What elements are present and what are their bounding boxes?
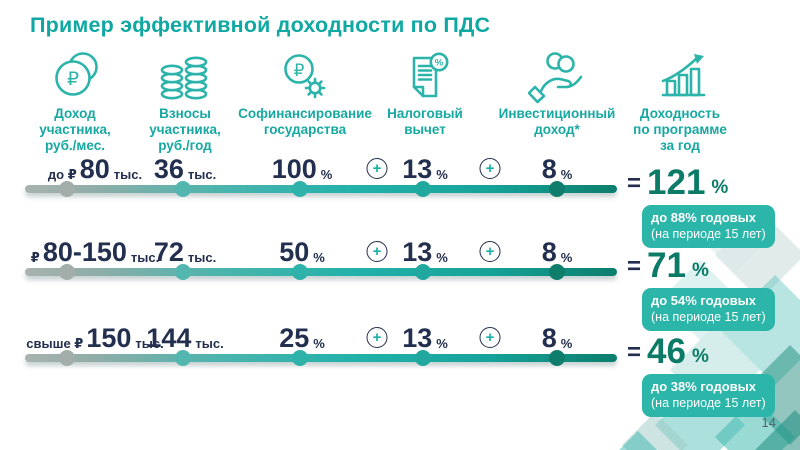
progress-dot <box>175 181 191 197</box>
cofinancing-value: 50% <box>279 237 325 267</box>
investment-income-value: 8% <box>541 154 573 184</box>
progress-dot <box>415 350 431 366</box>
progress-bar <box>25 264 617 280</box>
cofinancing-value: 100% <box>271 154 333 184</box>
column-label-investment: Инвестиционный доход* <box>498 106 616 137</box>
column-label-cofinancing: Софинансирование государства <box>238 106 372 137</box>
investment-income-value: 8% <box>541 323 573 353</box>
coin-stacks-icon <box>159 44 211 104</box>
benefit-row-2: ₽80-150 тыс. 72 тыс. 50% + 13% + 8% = 71 % <box>0 239 800 331</box>
progress-dot <box>292 181 308 197</box>
svg-text:₽: ₽ <box>67 69 79 90</box>
plus-circle-icon: + <box>366 241 388 262</box>
tax-deduction-value: 13% <box>402 154 448 184</box>
column-label-program-yield: Доходность по программе за год <box>633 106 727 153</box>
progress-dot <box>59 264 75 280</box>
income-value: свыше ₽150 тыс. <box>26 323 164 353</box>
income-prefix: до ₽ <box>47 167 77 182</box>
progress-dot <box>415 181 431 197</box>
slide-title: Пример эффективной доходности по ПДС <box>30 13 491 37</box>
progress-dot <box>549 181 565 197</box>
plus-circle-icon: + <box>479 158 501 179</box>
equals-sign: = <box>627 252 642 280</box>
plus-circle-icon: + <box>479 241 501 262</box>
svg-text:%: % <box>435 58 444 69</box>
progress-bar <box>25 350 617 366</box>
total-yield-unit: % <box>711 176 729 198</box>
total-yield-value: 121 <box>647 163 706 202</box>
total-yield-unit: % <box>691 345 709 367</box>
total-yield: = 121 % <box>627 163 729 202</box>
total-yield: = 46 % <box>627 332 709 371</box>
total-yield-value: 71 <box>647 246 686 285</box>
income-value: до ₽80 тыс. <box>47 154 143 184</box>
annual-yield-badge: до 38% годовых (на периоде 15 лет) <box>642 374 775 417</box>
equals-sign: = <box>627 338 642 366</box>
contribution-value: 36 тыс. <box>153 154 217 184</box>
plus-circle-icon: + <box>366 158 388 179</box>
progress-bar <box>25 181 617 197</box>
ruble-coins-icon: ₽ <box>47 44 103 104</box>
plus-circle-icon: + <box>479 327 501 348</box>
progress-dot <box>59 181 75 197</box>
svg-text:₽: ₽ <box>294 61 305 80</box>
column-label-income: Доход участника, руб./мес. <box>39 106 111 153</box>
income-prefix: ₽ <box>30 250 40 265</box>
progress-dot <box>59 350 75 366</box>
progress-dot <box>292 264 308 280</box>
growth-chart-icon <box>652 44 708 104</box>
contribution-value: 72 тыс. <box>153 237 217 267</box>
total-yield-value: 46 <box>647 332 686 371</box>
progress-dot <box>175 350 191 366</box>
benefit-row-3: свыше ₽150 тыс. 144 тыс. 25% + 13% + 8% = … <box>0 325 800 417</box>
income-prefix: свыше ₽ <box>26 336 84 351</box>
tax-deduction-value: 13% <box>402 237 448 267</box>
total-yield: = 71 % <box>627 246 709 285</box>
equals-sign: = <box>627 169 642 197</box>
progress-dot <box>549 264 565 280</box>
progress-dot <box>292 350 308 366</box>
column-label-contribution: Взносы участника, руб./год <box>149 106 221 153</box>
ruble-gear-icon: ₽ <box>279 44 331 104</box>
hand-coins-icon <box>528 44 586 104</box>
column-label-tax-deduction: Налоговый вычет <box>387 106 463 137</box>
investment-income-value: 8% <box>541 237 573 267</box>
progress-dot <box>175 264 191 280</box>
total-yield-unit: % <box>691 259 709 281</box>
cofinancing-value: 25% <box>279 323 325 353</box>
progress-dot <box>549 350 565 366</box>
benefit-row-1: до ₽80 тыс. 36 тыс. 100% + 13% + 8% = 121 … <box>0 156 800 248</box>
progress-dot <box>415 264 431 280</box>
tax-deduction-value: 13% <box>402 323 448 353</box>
plus-circle-icon: + <box>366 327 388 348</box>
income-value: ₽80-150 тыс. <box>30 237 160 267</box>
document-percent-icon: % <box>399 44 451 104</box>
page-number: 14 <box>761 415 776 430</box>
contribution-value: 144 тыс. <box>146 323 224 353</box>
